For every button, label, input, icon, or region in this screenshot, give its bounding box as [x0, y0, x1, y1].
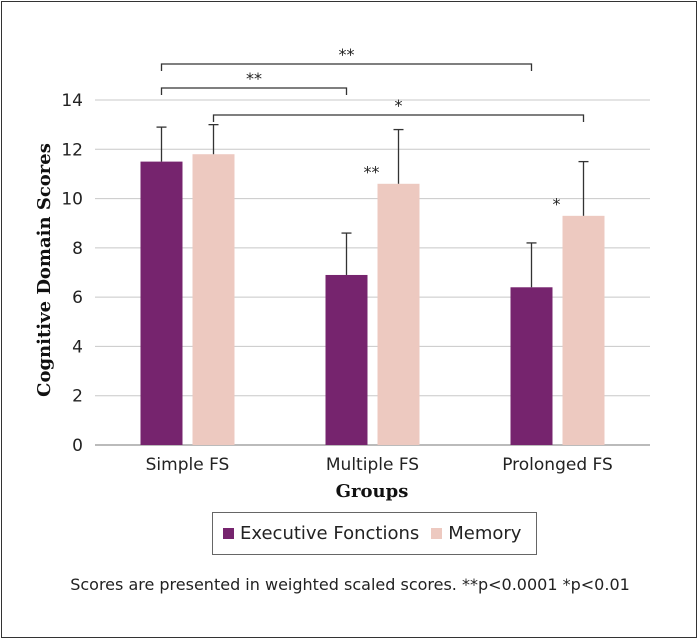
x-tick-label: Simple FS [146, 455, 230, 475]
x-axis-ticks: Simple FS Multiple FS Prolonged FS [146, 455, 613, 475]
y-tick-label: 14 [61, 91, 83, 111]
bar [325, 274, 368, 445]
bars [140, 154, 605, 446]
bar [140, 161, 183, 445]
gridlines [95, 99, 650, 446]
legend-label-executive: Executive Fonctions [240, 523, 420, 544]
y-axis-ticks: 0 2 4 6 8 10 12 14 [61, 91, 83, 456]
y-tick-label: 4 [72, 337, 83, 357]
legend-item-executive: Executive Fonctions [223, 523, 419, 544]
x-tick-label: Prolonged FS [502, 455, 613, 475]
comparison-significance-label: ** [339, 45, 355, 64]
bar [562, 215, 605, 445]
legend-swatch-executive [223, 528, 234, 539]
legend-label-memory: Memory [448, 523, 522, 544]
comparison-significance-label: * [395, 96, 403, 115]
bar-significance-label: * [553, 195, 561, 214]
comparison-bracket [212, 114, 585, 122]
bar-significance-label: ** [364, 163, 380, 182]
y-axis-label: Cognitive Domain Scores [34, 143, 55, 397]
comparison-bracket [160, 63, 533, 71]
y-tick-label: 10 [61, 190, 83, 210]
y-tick-label: 12 [61, 140, 83, 160]
legend-item-memory: Memory [431, 523, 521, 544]
y-tick-label: 2 [72, 387, 83, 407]
legend: Executive Fonctions Memory [212, 512, 537, 555]
y-tick-label: 6 [72, 288, 83, 308]
error-bars [156, 123, 589, 288]
x-axis-label: Groups [336, 481, 409, 502]
bar [377, 183, 420, 446]
comparison-bracket [160, 87, 348, 95]
y-tick-label: 0 [72, 436, 83, 456]
legend-swatch-memory [431, 528, 443, 539]
bar [192, 154, 235, 445]
y-tick-label: 8 [72, 239, 83, 259]
significance-annotations: ******** [160, 45, 585, 214]
bar [510, 287, 553, 445]
footnote: Scores are presented in weighted scaled … [70, 575, 630, 594]
comparison-significance-label: ** [246, 69, 262, 88]
x-tick-label: Multiple FS [326, 455, 419, 475]
